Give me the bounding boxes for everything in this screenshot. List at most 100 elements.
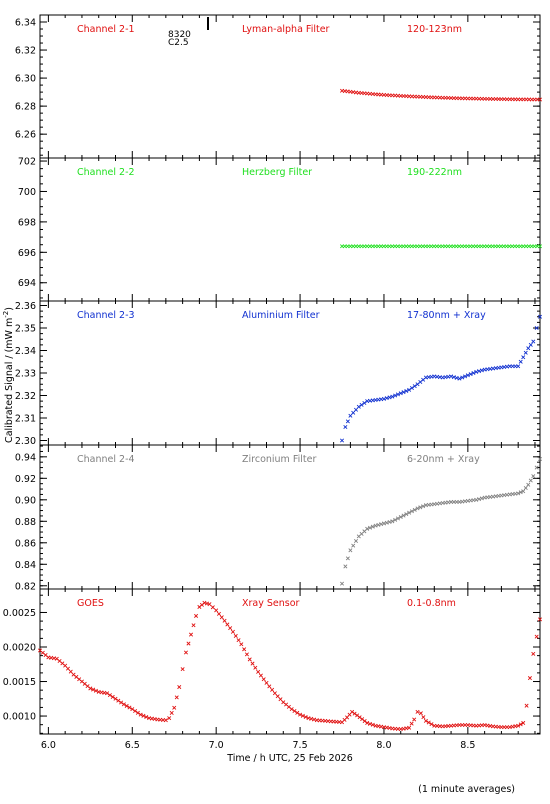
data-point bbox=[169, 710, 174, 715]
data-point bbox=[110, 694, 115, 699]
data-point bbox=[210, 605, 215, 610]
data-point bbox=[373, 523, 378, 528]
footnote: (1 minute averages) bbox=[418, 784, 515, 795]
y-tick-label: 6.32 bbox=[15, 46, 36, 57]
data-point bbox=[365, 526, 370, 531]
data-point bbox=[295, 710, 300, 715]
data-point bbox=[537, 97, 543, 102]
y-tick-label: 2.32 bbox=[15, 391, 36, 402]
data-point bbox=[521, 355, 526, 360]
y-tick-label: 0.86 bbox=[15, 538, 36, 549]
data-point bbox=[390, 394, 395, 399]
data-point bbox=[395, 392, 400, 397]
data-point bbox=[225, 622, 230, 627]
data-point bbox=[421, 504, 426, 509]
data-point bbox=[471, 370, 476, 376]
data-point bbox=[306, 716, 311, 721]
panel-4: 0.82 0.84 0.86 0.88 0.90 0.92 0.94 Channel 2-4 Z… bbox=[15, 444, 543, 592]
x-tick-label: 6.5 bbox=[125, 740, 140, 751]
data-point bbox=[163, 718, 168, 723]
series-points bbox=[37, 600, 543, 732]
data-point bbox=[449, 374, 454, 379]
data-point bbox=[65, 666, 70, 671]
data-point bbox=[412, 717, 417, 722]
y-tick-label: 0.0010 bbox=[3, 712, 36, 723]
data-point bbox=[339, 438, 345, 443]
y-tick-label: 2.31 bbox=[15, 414, 36, 425]
panel-channel-label: GOES bbox=[77, 598, 104, 609]
data-point bbox=[528, 342, 533, 347]
data-point bbox=[412, 384, 417, 389]
x-tick-label: 8.0 bbox=[376, 740, 391, 751]
panel-band-label: 6-20nm + Xray bbox=[407, 454, 480, 465]
data-point bbox=[477, 497, 482, 502]
data-point bbox=[270, 687, 275, 692]
panel-channel-label: Channel 2-1 bbox=[77, 24, 135, 35]
data-point bbox=[398, 391, 403, 396]
data-point bbox=[124, 703, 129, 708]
data-point bbox=[415, 709, 420, 714]
data-point bbox=[531, 651, 536, 656]
data-point bbox=[339, 581, 345, 586]
data-point bbox=[521, 489, 526, 494]
data-point bbox=[477, 369, 482, 374]
data-point bbox=[404, 512, 409, 517]
data-point bbox=[244, 652, 249, 657]
data-point bbox=[144, 714, 149, 719]
data-point bbox=[188, 632, 194, 637]
data-point bbox=[172, 705, 177, 710]
x-tick-label: 6.0 bbox=[41, 740, 56, 751]
data-point bbox=[479, 368, 484, 373]
data-point bbox=[191, 623, 196, 628]
data-point bbox=[119, 700, 124, 705]
series-points bbox=[339, 314, 543, 443]
data-point bbox=[463, 374, 468, 379]
data-point bbox=[387, 395, 392, 400]
data-point bbox=[239, 642, 244, 647]
x-tick-label: 7.0 bbox=[209, 740, 224, 751]
data-point bbox=[537, 617, 543, 622]
y-tick-label: 0.88 bbox=[15, 517, 36, 528]
data-point bbox=[518, 722, 523, 727]
data-point bbox=[343, 564, 348, 569]
panel-channel-label: Channel 2-3 bbox=[77, 310, 135, 321]
data-point bbox=[418, 505, 423, 510]
y-tick-label: 2.35 bbox=[15, 324, 36, 335]
data-point bbox=[398, 514, 403, 520]
data-point bbox=[167, 716, 172, 721]
data-point bbox=[390, 519, 395, 524]
data-point bbox=[409, 509, 414, 514]
event-marker-id: 8320 bbox=[168, 30, 191, 40]
data-point bbox=[194, 613, 199, 618]
data-point bbox=[130, 707, 135, 712]
data-point bbox=[222, 618, 227, 623]
series-points bbox=[339, 88, 543, 102]
data-point bbox=[275, 694, 280, 699]
data-point bbox=[267, 684, 272, 689]
panel-filter-label: Aluminium Filter bbox=[242, 310, 320, 321]
data-point bbox=[518, 359, 523, 364]
data-point bbox=[523, 485, 528, 491]
y-tick-label: 694 bbox=[18, 278, 36, 289]
data-point bbox=[460, 375, 465, 380]
data-point bbox=[135, 710, 140, 715]
data-point bbox=[261, 677, 266, 682]
y-tick-label: 2.33 bbox=[15, 369, 36, 380]
data-point bbox=[451, 375, 456, 380]
data-point bbox=[393, 393, 398, 398]
event-marker: 8320 C2.5 bbox=[168, 17, 209, 48]
panel-5: 0.0010 0.0015 0.0020 0.0025 GOES Xray Sensor 0… bbox=[3, 588, 543, 751]
data-point bbox=[516, 491, 521, 496]
data-point bbox=[350, 709, 355, 714]
data-point bbox=[352, 711, 357, 716]
data-point bbox=[343, 424, 348, 430]
y-tick-label: 0.0025 bbox=[3, 608, 36, 619]
series-points bbox=[339, 456, 543, 586]
data-point bbox=[353, 407, 359, 412]
data-point bbox=[534, 465, 539, 470]
data-point bbox=[376, 522, 381, 527]
y-tick-label: 0.0015 bbox=[3, 677, 36, 688]
data-point bbox=[258, 673, 263, 678]
